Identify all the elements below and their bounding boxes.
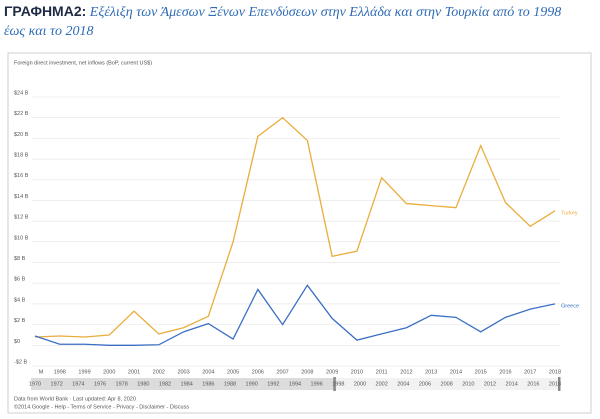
slider-label: 1972 <box>51 381 63 387</box>
slider-label: 1984 <box>181 381 193 387</box>
slider-label: 2014 <box>506 381 518 387</box>
slider-selection <box>334 378 559 390</box>
slider-label: 2016 <box>527 381 539 387</box>
x-tick-label: 2000 <box>103 369 115 375</box>
y-tick-label: $16 B <box>14 173 29 179</box>
x-tick-label: 2007 <box>276 369 288 375</box>
x-tick-label: M <box>39 369 44 375</box>
chart-title: Εξέλιξη των Άμεσων Ξένων Επενδύσεων στην… <box>4 5 562 39</box>
x-tick-label: 2006 <box>252 369 264 375</box>
y-tick-label: $2 B <box>14 318 26 324</box>
x-tick-label: 2018 <box>549 369 561 375</box>
slider-label: 1986 <box>202 381 214 387</box>
y-tick-label: $8 B <box>14 256 26 262</box>
y-axis-label: Foreign direct investment, net inflows (… <box>14 60 152 66</box>
x-tick-label: 2017 <box>524 369 536 375</box>
y-tick-label: $4 B <box>14 297 26 303</box>
y-tick-label: $18 B <box>14 153 29 159</box>
slider-label: 1970 <box>29 381 41 387</box>
slider-label: 1990 <box>246 381 258 387</box>
x-tick-label: 1998 <box>54 369 66 375</box>
slider-label: 1978 <box>116 381 128 387</box>
x-tick-label: 2013 <box>425 369 437 375</box>
x-tick-label: 2010 <box>351 369 363 375</box>
y-tick-label: $14 B <box>14 194 29 200</box>
heading: ΓΡΑΦΗΜΑ2: <box>4 3 87 19</box>
slider-label: 1976 <box>94 381 106 387</box>
slider-label: 2012 <box>484 381 496 387</box>
slider-handle[interactable] <box>333 377 336 391</box>
slider-label: 1974 <box>72 381 84 387</box>
slider-label: 2018 <box>549 381 561 387</box>
x-tick-label: 2014 <box>450 369 462 375</box>
slider-label: 2002 <box>376 381 388 387</box>
x-tick-label: 2003 <box>177 369 189 375</box>
x-tick-label: 2016 <box>499 369 511 375</box>
y-tick-label: $24 B <box>14 90 29 96</box>
x-tick-label: 2001 <box>128 369 140 375</box>
slider-label: 1998 <box>332 381 344 387</box>
x-tick-label: 2012 <box>400 369 412 375</box>
x-tick-label: 2009 <box>326 369 338 375</box>
y-tick-label: $10 B <box>14 235 29 241</box>
x-tick-label: 2015 <box>475 369 487 375</box>
slider-label: 2000 <box>354 381 366 387</box>
y-tick-label: $0 <box>14 339 20 345</box>
slider-label: 2010 <box>462 381 474 387</box>
slider-label: 1994 <box>289 381 301 387</box>
x-tick-label: 2004 <box>202 369 214 375</box>
x-tick-label: 2011 <box>376 369 388 375</box>
slider-label: 2008 <box>441 381 453 387</box>
slider-label: 1988 <box>224 381 236 387</box>
y-tick-label: $6 B <box>14 277 26 283</box>
slider-label: 2004 <box>397 381 409 387</box>
legend-label: Greece <box>561 303 579 309</box>
y-tick-label: $20 B <box>14 132 29 138</box>
x-tick-label: 2002 <box>153 369 165 375</box>
y-tick-label: $22 B <box>14 111 29 117</box>
slider-label: 1982 <box>159 381 171 387</box>
x-tick-label: 2008 <box>301 369 313 375</box>
slider-handle[interactable] <box>558 377 561 391</box>
title-block: ΓΡΑΦΗΜΑ2: Εξέλιξη των Άμεσων Ξένων Επενδ… <box>4 2 564 41</box>
x-tick-label: 1999 <box>78 369 90 375</box>
footer: ©2014 Google - Help - Terms of Service -… <box>14 403 189 410</box>
y-tick-label: -$2 B <box>14 359 27 365</box>
footer: Data from World Bank · Last updated: Apr… <box>14 396 136 402</box>
x-tick-label: 2005 <box>227 369 239 375</box>
chart-frame <box>7 52 592 414</box>
slider-label: 1992 <box>267 381 279 387</box>
series-line <box>34 284 556 346</box>
y-tick-label: $12 B <box>14 215 29 221</box>
slider-label: 1980 <box>137 381 149 387</box>
legend-label: Turkey <box>561 210 578 216</box>
slider-label: 1996 <box>311 381 323 387</box>
series-line <box>34 116 556 338</box>
slider-label: 2006 <box>419 381 431 387</box>
